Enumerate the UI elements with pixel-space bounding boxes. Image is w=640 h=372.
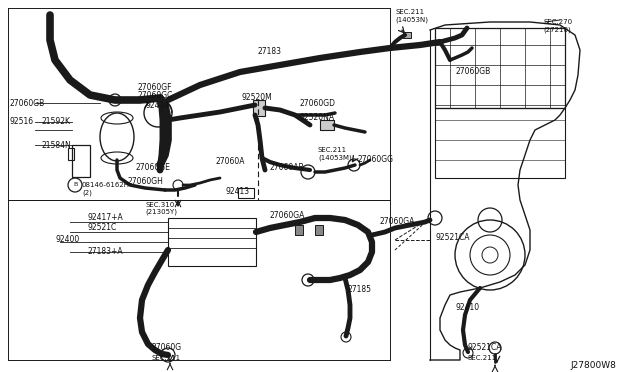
- Bar: [238, 188, 254, 198]
- Text: (27210): (27210): [543, 27, 571, 33]
- Bar: [253, 100, 265, 116]
- Text: 92521C: 92521C: [88, 224, 117, 232]
- Text: 92410: 92410: [455, 304, 479, 312]
- Text: SEC.310: SEC.310: [145, 202, 174, 208]
- Text: 27060AB: 27060AB: [270, 164, 305, 173]
- Text: J27800W8: J27800W8: [570, 360, 616, 369]
- Text: 92413: 92413: [225, 187, 249, 196]
- Text: 27060G: 27060G: [152, 343, 182, 353]
- Text: 27183: 27183: [258, 48, 282, 57]
- Bar: [403, 32, 411, 38]
- Text: 21584N: 21584N: [42, 141, 72, 150]
- Text: 08146-6162H: 08146-6162H: [82, 182, 130, 188]
- Bar: [435, 108, 565, 178]
- Text: 27060GB: 27060GB: [455, 67, 490, 77]
- Text: B: B: [73, 183, 77, 187]
- Text: SEC.211: SEC.211: [395, 9, 424, 15]
- Text: SEC.270: SEC.270: [543, 19, 572, 25]
- Text: 27185: 27185: [348, 285, 372, 295]
- Text: 27060GF: 27060GF: [138, 83, 173, 93]
- Text: (14053M): (14053M): [318, 155, 352, 161]
- Text: 27060GA: 27060GA: [380, 218, 415, 227]
- Text: (21305Y): (21305Y): [145, 209, 177, 215]
- Text: SEC.211: SEC.211: [468, 355, 497, 361]
- Text: 27060A: 27060A: [215, 157, 244, 167]
- Bar: [295, 225, 303, 235]
- Text: 27060GD: 27060GD: [300, 99, 336, 108]
- Bar: [168, 218, 256, 266]
- Text: 92520M: 92520M: [242, 93, 273, 103]
- Bar: [68, 148, 74, 160]
- Text: SEC.211: SEC.211: [152, 355, 181, 361]
- Text: 21592K: 21592K: [42, 118, 71, 126]
- Text: 27060GA: 27060GA: [270, 211, 305, 219]
- Text: 92516: 92516: [10, 118, 34, 126]
- Text: 92400: 92400: [55, 235, 79, 244]
- Text: 92521CA: 92521CA: [435, 234, 470, 243]
- Text: 92520NA: 92520NA: [300, 113, 335, 122]
- Bar: [72, 145, 90, 177]
- Text: (14053N): (14053N): [395, 17, 428, 23]
- Text: (2): (2): [82, 190, 92, 196]
- Text: 27183+A: 27183+A: [88, 247, 124, 257]
- Text: 27060GB: 27060GB: [10, 99, 45, 108]
- Text: SEC.211: SEC.211: [318, 147, 347, 153]
- Bar: [320, 120, 334, 130]
- Text: 92521CA: 92521CA: [468, 343, 502, 353]
- Bar: [315, 225, 323, 235]
- Text: 92414: 92414: [145, 102, 169, 110]
- Text: 92417+A: 92417+A: [88, 212, 124, 221]
- Text: 27060GE: 27060GE: [135, 164, 170, 173]
- Text: 27060GH: 27060GH: [128, 177, 164, 186]
- Bar: [435, 28, 565, 108]
- Text: 27060GG: 27060GG: [358, 155, 394, 164]
- Text: 27060GC: 27060GC: [138, 92, 173, 100]
